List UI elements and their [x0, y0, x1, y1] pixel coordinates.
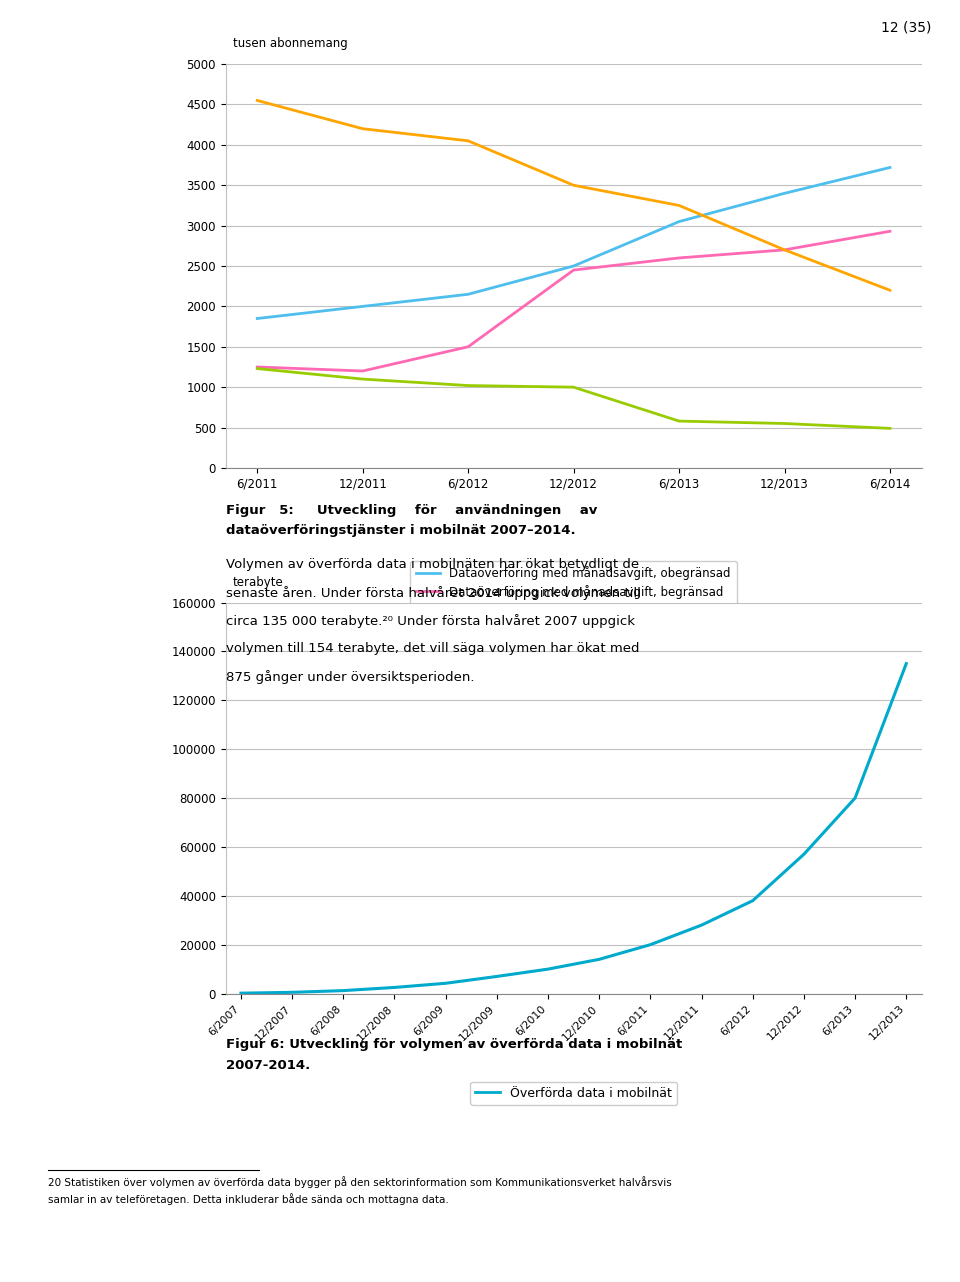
Text: terabyte: terabyte — [232, 576, 283, 588]
Text: circa 135 000 terabyte.²⁰ Under första halvåret 2007 uppgick: circa 135 000 terabyte.²⁰ Under första h… — [226, 614, 635, 628]
Text: 2007-2014.: 2007-2014. — [226, 1059, 310, 1072]
Text: 20 Statistiken över volymen av överförda data bygger på den sektorinformation so: 20 Statistiken över volymen av överförda… — [48, 1176, 672, 1187]
Text: Figur 6: Utveckling för volymen av överförda data i mobilnät: Figur 6: Utveckling för volymen av överf… — [226, 1038, 682, 1051]
Text: senaste åren. Under första halvåret 2014 uppgick volymen till: senaste åren. Under första halvåret 2014… — [226, 586, 640, 600]
Text: Figur   5:     Utveckling    för    användningen    av: Figur 5: Utveckling för användningen av — [226, 504, 597, 517]
Text: dataöverföringstjänster i mobilnät 2007–2014.: dataöverföringstjänster i mobilnät 2007–… — [226, 524, 575, 537]
Text: tusen abonnemang: tusen abonnemang — [232, 37, 348, 50]
Text: samlar in av teleföretagen. Detta inkluderar både sända och mottagna data.: samlar in av teleföretagen. Detta inklud… — [48, 1194, 448, 1205]
Text: 875 gånger under översiktsperioden.: 875 gånger under översiktsperioden. — [226, 670, 474, 685]
Text: 12 (35): 12 (35) — [881, 21, 931, 35]
Legend: Överförda data i mobilnät: Överförda data i mobilnät — [470, 1082, 677, 1105]
Text: volymen till 154 terabyte, det vill säga volymen har ökat med: volymen till 154 terabyte, det vill säga… — [226, 642, 639, 655]
Text: Volymen av överförda data i mobilnäten har ökat betydligt de: Volymen av överförda data i mobilnäten h… — [226, 558, 638, 570]
Legend: Dataöverföring med månadsavgift, obegränsad, Dataöverföring med månadsavgift, be: Dataöverföring med månadsavgift, obegrän… — [411, 560, 736, 640]
